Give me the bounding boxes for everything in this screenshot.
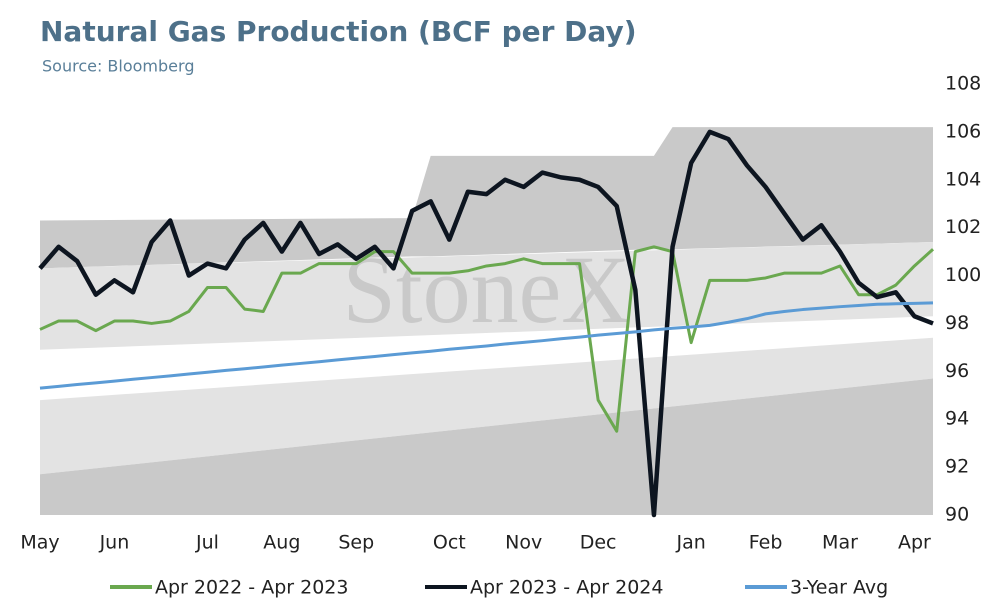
y-tick-label: 98: [945, 312, 969, 334]
y-tick-label: 106: [945, 120, 981, 142]
x-tick-label: Oct: [433, 532, 466, 554]
legend-label: Apr 2022 - Apr 2023: [155, 577, 348, 599]
chart-subtitle: Source: Bloomberg: [42, 57, 194, 76]
x-tick-label: Nov: [505, 532, 542, 554]
y-tick-label: 100: [945, 264, 981, 286]
x-tick-label: Aug: [263, 532, 300, 554]
y-tick-label: 108: [945, 73, 981, 95]
y-tick-label: 94: [945, 408, 969, 430]
x-tick-label: Jul: [195, 532, 219, 554]
y-tick-label: 104: [945, 168, 981, 190]
legend-label: 3-Year Avg: [790, 577, 888, 599]
legend-label: Apr 2023 - Apr 2024: [470, 577, 663, 599]
range-band: [40, 337, 933, 475]
series-line: [38, 129, 934, 518]
chart-title: Natural Gas Production (BCF per Day): [40, 15, 637, 48]
x-tick-label: Feb: [749, 532, 783, 554]
range-band: [40, 127, 933, 269]
x-tick-label: Mar: [822, 532, 858, 554]
y-tick-label: 96: [945, 360, 969, 382]
y-tick-label: 102: [945, 216, 981, 238]
y-tick-label: 92: [945, 456, 969, 478]
x-tick-label: Sep: [338, 532, 374, 554]
x-tick-label: Dec: [580, 532, 617, 554]
series-line: [39, 245, 935, 433]
x-tick-label: Apr: [898, 532, 931, 554]
x-tick-label: May: [20, 532, 59, 554]
y-tick-label: 90: [945, 504, 969, 526]
series-line: [39, 301, 934, 390]
x-tick-label: Jun: [99, 532, 130, 554]
x-tick-label: Jan: [675, 532, 705, 554]
range-band: [40, 242, 933, 350]
range-band: [40, 378, 933, 515]
